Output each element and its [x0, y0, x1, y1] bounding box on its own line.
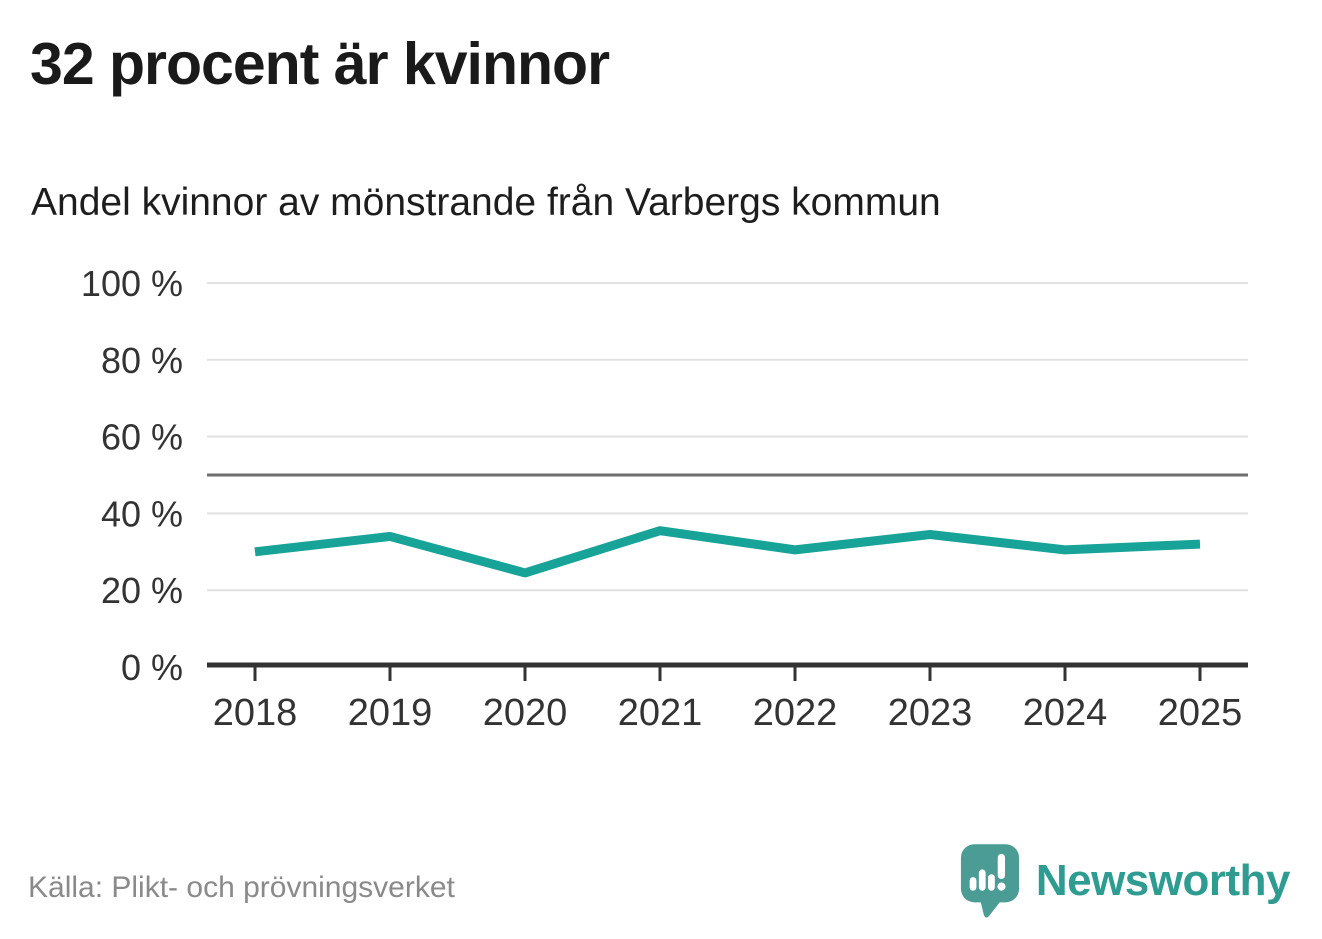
- y-tick-label: 0 %: [121, 647, 183, 688]
- newsworthy-brand-text: Newsworthy: [1035, 856, 1291, 905]
- chart-subtitle: Andel kvinnor av mönstrande från Varberg…: [31, 181, 941, 224]
- newsworthy-logo-icon: [960, 844, 1019, 918]
- y-tick-label: 20 %: [101, 570, 183, 611]
- line-chart: 0 % 20 % 40 % 60 % 80 % 100 % 2018 2019 2020 2021…: [81, 263, 1248, 734]
- x-tick-label: 2021: [618, 692, 703, 734]
- source-attribution: Källa: Plikt- och prövningsverket: [28, 871, 455, 904]
- logo-bar-2: [978, 869, 986, 891]
- x-tick-label: 2025: [1158, 692, 1243, 734]
- y-tick-label: 60 %: [101, 417, 183, 458]
- logo-bar-1: [969, 877, 977, 891]
- x-tick-label: 2023: [888, 692, 973, 734]
- chart-title: 32 procent är kvinnor: [30, 31, 610, 97]
- y-tick-label: 40 %: [101, 493, 183, 534]
- logo-exclamation-bar: [997, 853, 1005, 880]
- x-tick-label: 2024: [1023, 692, 1108, 734]
- data-line: [254, 526, 1201, 578]
- logo-bar-3: [987, 874, 995, 891]
- newsworthy-logo: Newsworthy: [959, 842, 1291, 920]
- y-tick-label: 80 %: [101, 340, 183, 381]
- x-tick-label: 2020: [483, 692, 568, 734]
- x-tick-label: 2022: [753, 692, 838, 734]
- logo-exclamation-dot: [997, 882, 1006, 891]
- x-tick-label: 2019: [348, 692, 433, 734]
- x-tick-label: 2018: [213, 692, 298, 734]
- y-tick-label: 100 %: [81, 263, 183, 304]
